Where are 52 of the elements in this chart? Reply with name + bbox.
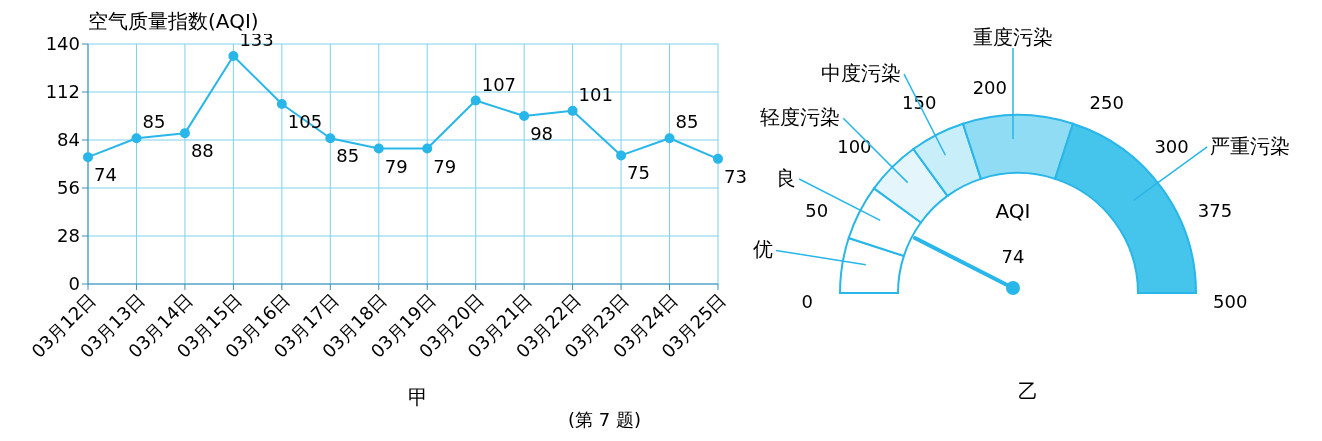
slice-label: 轻度污染	[760, 105, 841, 130]
point	[325, 133, 336, 144]
y-axis-title: 空气质量指数(AQI)	[88, 8, 260, 34]
point	[83, 152, 93, 163]
data-label: 74	[94, 164, 117, 186]
y-tick-label: 0	[68, 273, 80, 295]
point	[422, 143, 433, 154]
slice-label: 严重污染	[1210, 133, 1291, 158]
point	[373, 143, 384, 154]
point	[567, 105, 578, 116]
text: 0	[801, 291, 813, 312]
y-tick-label: 84	[57, 129, 80, 151]
y-tick-label: 56	[57, 177, 80, 199]
y-tick-label: 112	[45, 81, 80, 103]
text: 300	[1154, 135, 1189, 157]
point	[664, 133, 675, 144]
slice-label: 优	[752, 237, 773, 262]
data-label: 79	[384, 155, 408, 177]
text: 乙	[1017, 378, 1039, 405]
y-tick-label: 140	[45, 33, 80, 55]
data-label: 88	[190, 140, 214, 162]
text: (第 7 题)	[568, 408, 641, 432]
point	[616, 150, 627, 161]
point	[470, 95, 481, 106]
text: 50	[805, 200, 829, 222]
point	[276, 99, 287, 109]
data-label: 85	[675, 111, 699, 133]
point	[228, 51, 239, 61]
text: 200	[972, 77, 1007, 98]
point	[713, 153, 723, 164]
slice-label: 良	[776, 166, 797, 191]
data-label: 85	[142, 111, 166, 133]
data-label: 107	[481, 73, 517, 95]
point	[519, 111, 530, 121]
point	[131, 133, 142, 144]
slice-label: 中度污染	[821, 61, 902, 86]
slice-label: 重度污染	[973, 25, 1053, 49]
text: 375	[1197, 200, 1233, 222]
text: 500	[1213, 291, 1248, 312]
data-label: 85	[336, 145, 360, 167]
text: AQI	[995, 199, 1031, 223]
data-label: 73	[724, 165, 747, 187]
text: 100	[837, 135, 872, 157]
data-label: 75	[627, 162, 650, 184]
text: 250	[1089, 92, 1124, 114]
y-tick-label: 28	[57, 225, 80, 247]
data-label: 98	[530, 123, 554, 144]
point	[179, 128, 190, 139]
text: 74	[1001, 246, 1025, 267]
x-axis-title: 甲	[408, 385, 428, 409]
data-label: 101	[578, 83, 613, 105]
data-label: 79	[433, 155, 457, 177]
